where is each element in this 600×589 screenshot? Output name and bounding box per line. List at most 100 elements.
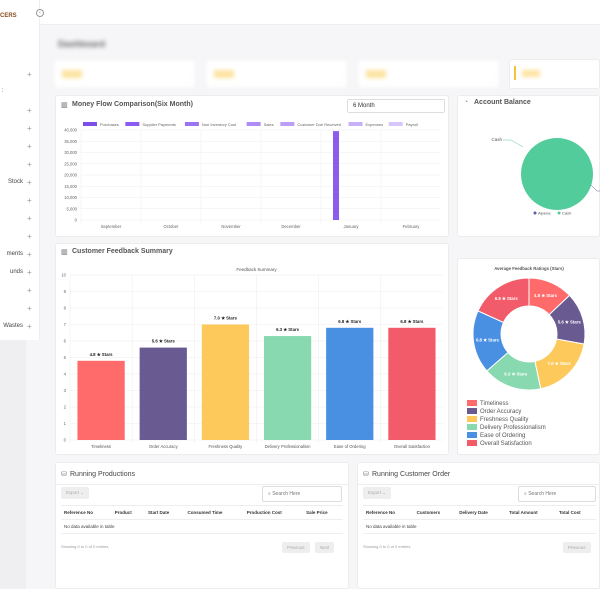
previous-button[interactable]: Previous [282,542,310,553]
sidebar-footer [0,340,26,589]
period-select[interactable]: 6 Month [347,99,445,113]
sidebar-item-label[interactable]: ments [6,251,23,257]
expand-icon[interactable]: + [27,178,32,187]
column-header[interactable]: Reference No [363,505,414,520]
sidebar-item-label[interactable]: : [1,88,3,94]
x-tick-label: October [164,224,180,229]
chart-icon: ▥ [61,249,68,256]
data-label: 6.8 ★ Stars [476,338,500,343]
expand-icon[interactable]: + [27,142,32,151]
collapse-sidebar-icon[interactable]: ‹ [36,9,44,17]
legend-swatch [467,440,477,446]
y-tick-label: 8 [64,306,67,311]
y-tick-label: 9 [64,289,67,294]
expand-icon[interactable]: + [27,196,32,205]
expand-icon[interactable]: + [27,304,32,313]
column-header[interactable]: Customers [413,505,457,520]
bar [77,360,125,440]
bar [388,327,436,440]
pie-slice [521,138,593,210]
column-header[interactable]: Sale Price [303,505,343,520]
search-input[interactable]: ⌕ Search Here [262,486,342,502]
export-label: Export [66,490,80,495]
logo: CERS [0,13,17,19]
search-placeholder: Search Here [528,491,557,497]
y-tick-label: 3 [64,388,67,393]
export-button[interactable]: Export ⌄ [61,487,90,499]
sidebar-item-label[interactable]: Stock [7,179,23,185]
x-tick-label: January [344,224,360,229]
column-header[interactable]: Total Amount [506,505,556,520]
bar [326,327,374,440]
expand-icon[interactable]: + [27,268,32,277]
bar [139,347,187,440]
database-icon: ⛁ [61,471,67,478]
stat-card [357,59,500,89]
y-tick-label: 5 [64,355,67,360]
data-label: 4.8 ★ Stars [90,352,114,357]
legend-swatch [388,122,403,126]
money-flow-title: Money Flow Comparison(Six Month) [72,101,193,108]
account-balance-title: Account Balance [474,99,531,106]
legend-swatch [467,424,477,430]
legend-swatch [348,122,363,126]
x-tick-label: September [101,224,122,229]
legend-label: Ease of Ordering [480,433,525,439]
legend-label: Purchases [100,122,119,127]
search-input[interactable]: ⌕ Search Here [518,486,596,502]
page-title: Dashboard [58,39,106,49]
x-tick-label: Timeliness [91,444,111,449]
legend-label: Delivery Professionalism [480,425,546,431]
column-header[interactable]: Reference No [61,505,112,520]
top-bar: ‹ [36,0,600,25]
expand-icon[interactable]: + [27,106,32,115]
chart-icon: ▥ [61,102,68,109]
column-header[interactable]: Production Cost [243,505,304,520]
y-tick-label: 1 [64,421,67,426]
y-tick-label: 4 [64,372,67,377]
expand-icon[interactable]: + [27,70,32,79]
data-label: 5.6 ★ Stars [558,319,582,324]
legend-swatch [83,122,97,126]
expand-icon[interactable]: + [27,160,32,169]
column-header[interactable]: Delivery Date [456,505,507,520]
orders-table: Reference No Customers Delivery Date Total … [363,505,596,534]
legend-label: Expenses [366,122,384,127]
expand-icon[interactable]: + [27,322,32,331]
data-label: 6.8 ★ Stars [495,296,519,301]
sidebar-item-label[interactable]: Wastes [3,323,23,329]
y-tick-label: 7 [64,322,67,327]
column-header[interactable]: Start Date [145,505,185,520]
column-header[interactable]: Total Cost [555,505,596,520]
sidebar-item-label[interactable]: unds [9,269,23,275]
expand-icon[interactable]: + [27,124,32,133]
pie-label-line [503,139,524,148]
expand-icon[interactable]: + [27,286,32,295]
export-button[interactable]: Export ⌄ [363,487,392,499]
y-tick-label: 20,000 [64,173,77,178]
bar [333,131,339,220]
x-tick-label: Delivery Professionalism [265,444,311,449]
legend-label: Supplier Payments [142,122,176,127]
expand-icon[interactable]: + [27,232,32,241]
expand-icon[interactable]: + [27,250,32,259]
data-label: 7.0 ★ Stars [214,316,238,321]
y-tick-label: 6 [64,339,67,344]
previous-button[interactable]: Previous [563,542,591,553]
chart-title: Feedback Summary [236,267,277,272]
y-tick-label: 15,000 [64,184,77,189]
legend-label: Freshness Quality [480,417,528,423]
pie-label: Cash [491,137,502,142]
column-header[interactable]: Consumed Time [184,505,244,520]
empty-row: No data available in table [363,519,596,534]
stat-card [205,59,348,89]
donut-slice [477,277,530,324]
column-header[interactable]: Product [111,505,145,520]
expand-icon[interactable]: + [27,214,32,223]
y-tick-label: 2 [64,405,67,410]
next-button[interactable]: Next [315,542,335,553]
money-flow-card: ▥ Money Flow Comparison(Six Month) 6 Mon… [55,95,449,237]
legend-label: Customer Due Received [297,122,341,127]
export-label: Export [368,490,382,495]
y-tick-label: 5,000 [67,206,78,211]
